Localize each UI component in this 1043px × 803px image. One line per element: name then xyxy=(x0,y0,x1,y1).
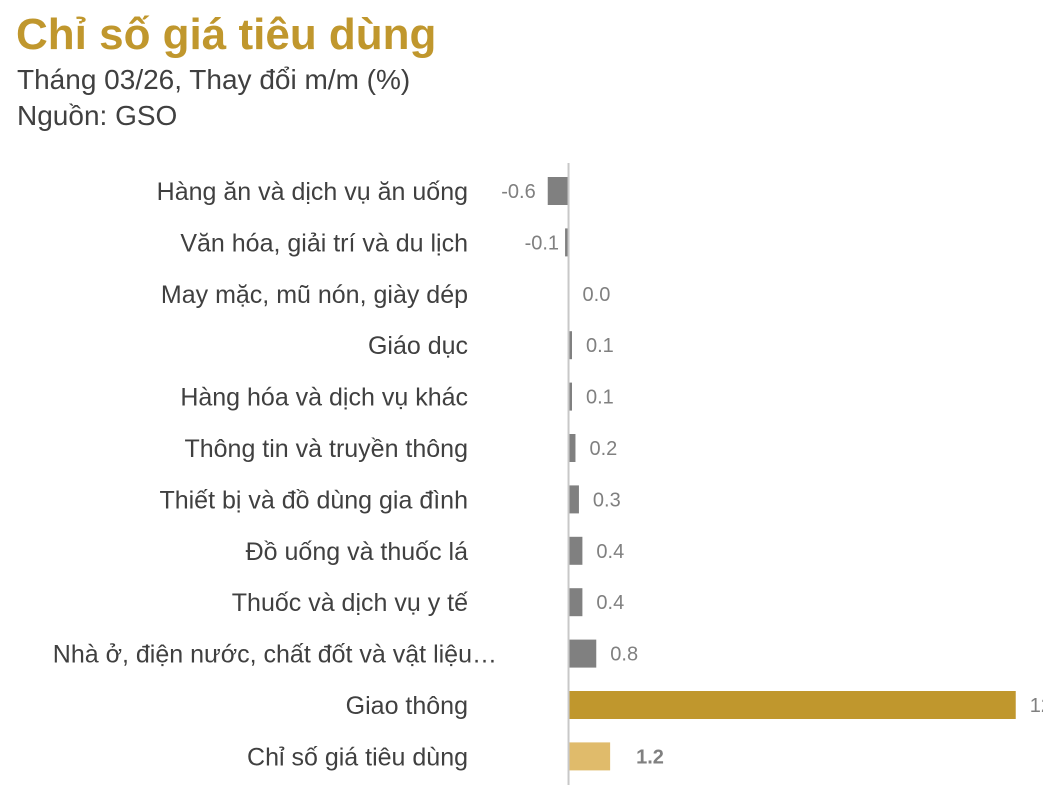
category-label: Thuốc và dịch vụ y tế xyxy=(232,589,468,617)
chart-subtitle: Tháng 03/26, Thay đổi m/m (%) xyxy=(17,64,411,95)
bar xyxy=(568,485,579,514)
bar xyxy=(568,382,572,411)
value-label: 0.4 xyxy=(596,541,624,563)
bar xyxy=(568,331,572,360)
category-label: Hàng hóa và dịch vụ khác xyxy=(180,384,468,412)
bar xyxy=(547,177,569,205)
value-label: -0.6 xyxy=(501,181,535,203)
category-label: Hàng ăn và dịch vụ ăn uống xyxy=(157,178,468,206)
bar xyxy=(568,691,1016,719)
bar xyxy=(568,434,576,462)
bar xyxy=(568,639,597,668)
bar xyxy=(565,228,569,257)
value-label: -0.1 xyxy=(525,232,559,254)
bar xyxy=(568,588,583,617)
category-labels: Hàng ăn và dịch vụ ăn uống Văn hóa, giải … xyxy=(53,178,497,771)
value-label: 0.2 xyxy=(589,438,617,460)
chart-title: Chỉ số giá tiêu dùng xyxy=(16,10,437,59)
value-label: 0.4 xyxy=(596,592,624,614)
category-label: Thông tin và truyền thông xyxy=(184,435,468,463)
category-label: Nhà ở, điện nước, chất đốt và vật liệu… xyxy=(53,641,497,669)
category-label: Văn hóa, giải trí và du lịch xyxy=(180,229,468,257)
bar xyxy=(568,742,611,771)
chart-source: Nguồn: GSO xyxy=(17,100,178,131)
value-label: 1.2 xyxy=(636,746,664,768)
value-label: 0.1 xyxy=(586,387,614,409)
category-label: May mặc, mũ nón, giày dép xyxy=(161,281,468,309)
category-label: Đồ uống và thuốc lá xyxy=(246,538,468,566)
category-label: Chỉ số giá tiêu dùng xyxy=(247,743,468,771)
bars xyxy=(547,177,1016,771)
value-label: 12.9 xyxy=(1030,695,1043,717)
category-label: Giao thông xyxy=(346,692,468,720)
value-labels: -0.6 -0.1 0.0 0.1 0.1 0.2 0.3 0.4 0.4 0.8 12.9 1.2 xyxy=(501,181,1043,768)
bar xyxy=(568,536,583,565)
value-label: 0.1 xyxy=(586,335,614,357)
value-label: 0.3 xyxy=(593,489,621,511)
category-label: Thiết bị và đồ dùng gia đình xyxy=(159,486,468,514)
value-label: 0.8 xyxy=(610,644,638,666)
value-label: 0.0 xyxy=(583,284,611,306)
category-label: Giáo dục xyxy=(368,332,468,360)
